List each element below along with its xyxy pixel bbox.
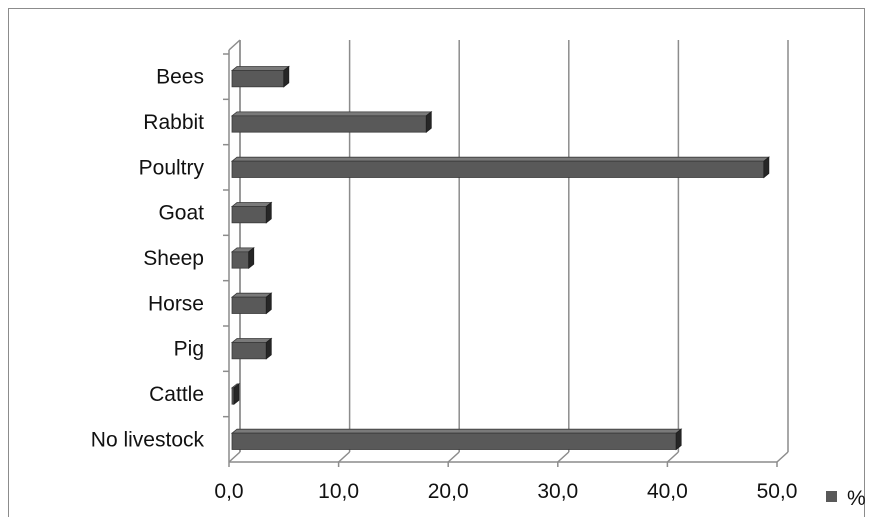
bar-side bbox=[265, 337, 272, 360]
bar bbox=[230, 383, 241, 405]
x-tick-label: 10,0 bbox=[318, 480, 359, 503]
bar-front bbox=[231, 342, 267, 360]
bar bbox=[230, 428, 683, 451]
floor-gridline bbox=[776, 451, 789, 463]
x-axis-labels: 0,0 10,0 20,0 30,0 40,0 50,0 bbox=[214, 480, 797, 503]
bar-side bbox=[248, 247, 255, 269]
bar bbox=[230, 337, 273, 360]
legend: % bbox=[826, 487, 866, 510]
bar-front bbox=[231, 251, 250, 269]
y-axis-depth bbox=[228, 39, 241, 51]
bar-front bbox=[231, 296, 267, 314]
floor-gridline bbox=[447, 451, 460, 463]
bar-side bbox=[265, 201, 272, 224]
x-tick-label: 0,0 bbox=[214, 480, 243, 503]
y-tick-label: Pig bbox=[174, 338, 204, 361]
x-tick-label: 30,0 bbox=[537, 480, 578, 503]
y-tick-label: Goat bbox=[158, 202, 204, 225]
bar-side bbox=[763, 156, 770, 179]
bar-side bbox=[265, 292, 272, 315]
y-tick-label: Cattle bbox=[149, 383, 204, 406]
y-tick-label: Poultry bbox=[139, 156, 205, 179]
bar-front bbox=[231, 432, 677, 450]
bar-top bbox=[230, 292, 273, 298]
bar bbox=[230, 247, 255, 269]
bar bbox=[230, 201, 273, 224]
bar-front bbox=[231, 160, 765, 178]
bar-side bbox=[283, 65, 290, 88]
floor-gridline bbox=[666, 451, 679, 463]
x-tick-label: 20,0 bbox=[428, 480, 469, 503]
legend-swatch bbox=[826, 491, 837, 502]
bar-top bbox=[230, 428, 683, 434]
floor-gridline bbox=[338, 451, 351, 463]
bar-front bbox=[231, 70, 285, 88]
y-tick-label: Bees bbox=[156, 66, 204, 89]
y-axis-labels: Bees Rabbit Poultry Goat Sheep Horse Pig Cattle… bbox=[91, 66, 205, 452]
floor-gridline bbox=[228, 451, 241, 463]
y-tick-label: Horse bbox=[148, 292, 204, 315]
bar-front bbox=[231, 115, 427, 133]
bar-top bbox=[230, 111, 433, 117]
bars-layer bbox=[230, 65, 770, 451]
floor-gridline bbox=[557, 451, 570, 463]
bar-top bbox=[230, 338, 273, 343]
bar-side bbox=[675, 428, 682, 451]
y-tick-label: Rabbit bbox=[143, 111, 204, 134]
x-tick-label: 50,0 bbox=[757, 480, 798, 503]
bar-top bbox=[230, 156, 770, 162]
bar-top bbox=[230, 202, 273, 207]
x-tick-label: 40,0 bbox=[647, 480, 688, 503]
grid-layer bbox=[228, 40, 789, 463]
axis-layer bbox=[223, 39, 778, 467]
bar bbox=[230, 292, 273, 315]
legend-label: % bbox=[847, 487, 866, 510]
y-tick-label: Sheep bbox=[143, 247, 204, 270]
bar-side bbox=[233, 383, 240, 405]
bar bbox=[230, 156, 770, 179]
bar bbox=[230, 65, 290, 88]
bar-side bbox=[425, 111, 432, 133]
bar-front bbox=[231, 206, 267, 224]
chart-frame bbox=[8, 8, 865, 517]
bar bbox=[230, 111, 433, 133]
y-tick-label: No livestock bbox=[91, 428, 205, 451]
bar-top bbox=[230, 66, 290, 71]
